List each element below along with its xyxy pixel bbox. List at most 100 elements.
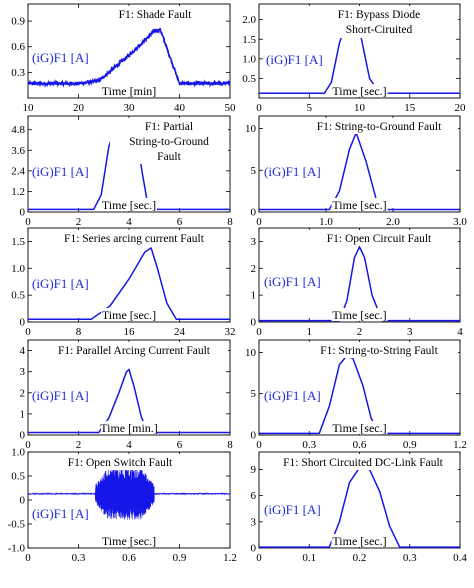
xlabel-backdrop bbox=[101, 84, 157, 97]
x-tick-label: 16 bbox=[124, 326, 136, 338]
x-tick-label: 0.6 bbox=[353, 439, 367, 451]
chart-title: String-to-Ground bbox=[129, 136, 209, 148]
chart-title: F1: Bypass Diode bbox=[338, 9, 420, 21]
x-tick-label: 32 bbox=[225, 326, 236, 338]
x-tick-label: 0 bbox=[256, 216, 262, 228]
title-backdrop bbox=[95, 6, 215, 22]
x-tick-label: 2 bbox=[357, 326, 363, 338]
chart-title: F1: Shade Fault bbox=[119, 9, 193, 21]
x-axis-label: Time [sec.] bbox=[332, 421, 386, 435]
series-line bbox=[259, 131, 460, 211]
xlabel-backdrop bbox=[331, 308, 388, 321]
y-axis-label: (iG)F1 [A] bbox=[32, 506, 89, 521]
x-tick-label: 0.9 bbox=[173, 552, 187, 564]
y-tick-label: 0 bbox=[251, 543, 257, 555]
y-tick-label: 3 bbox=[251, 236, 257, 248]
x-axis-label: Time [min] bbox=[102, 84, 157, 98]
x-tick-label: 15 bbox=[404, 102, 416, 114]
x-tick-label: 6 bbox=[177, 439, 183, 451]
y-tick-label: -1.0 bbox=[8, 543, 26, 555]
x-tick-label: 0 bbox=[256, 439, 262, 451]
y-tick-label: 1.0 bbox=[11, 263, 25, 275]
series-line bbox=[28, 467, 230, 520]
x-tick-label: 0.1 bbox=[302, 552, 316, 564]
y-tick-label: 0.5 bbox=[11, 290, 25, 302]
xlabel-backdrop bbox=[101, 308, 157, 321]
y-tick-label: 2.0 bbox=[242, 14, 256, 26]
x-tick-label: 10 bbox=[354, 102, 366, 114]
x-tick-label: 1 bbox=[307, 326, 313, 338]
y-tick-label: 10 bbox=[245, 123, 257, 135]
y-tick-label: 0.5 bbox=[11, 471, 25, 483]
y-tick-label: 2.4 bbox=[11, 165, 25, 177]
y-axis-label: (iG)F1 [A] bbox=[264, 164, 321, 179]
chart-panel-1: 10 20 30 40 50 0.3 0.6 0.9 F1: Shade Fault (iG)F1… bbox=[11, 3, 237, 114]
y-axis-label: (iG)F1 [A] bbox=[32, 276, 89, 291]
x-tick-label: 20 bbox=[455, 102, 467, 114]
y-tick-label: 1 bbox=[20, 408, 26, 420]
x-tick-label: 4 bbox=[126, 439, 132, 451]
chart-title: F1: Open Switch Fault bbox=[68, 457, 173, 469]
x-tick-label: 2 bbox=[76, 216, 82, 228]
y-tick-label: 6 bbox=[251, 490, 257, 502]
x-tick-label: 8 bbox=[76, 326, 82, 338]
x-tick-label: 6 bbox=[177, 216, 183, 228]
x-tick-label: 0.3 bbox=[302, 439, 316, 451]
x-tick-label: 4 bbox=[126, 216, 132, 228]
y-axis-label: (iG)F1 [A] bbox=[264, 388, 321, 403]
x-tick-label: 0.3 bbox=[72, 552, 86, 564]
chart-title: F1: String-to-Ground Fault bbox=[317, 121, 442, 133]
series-line bbox=[259, 355, 460, 435]
chart-panel-4: 0 1.0 2.0 3.0 0 5 10 F1: String-to-Ground Fault… bbox=[245, 115, 467, 228]
x-tick-label: 3.0 bbox=[453, 216, 467, 228]
x-axis-label: Time [sec.] bbox=[332, 198, 386, 212]
x-axis-label: Time [sec.] bbox=[102, 534, 156, 548]
y-tick-label: 2 bbox=[251, 263, 257, 275]
x-tick-label: 1.2 bbox=[223, 552, 237, 564]
y-tick-label: 0 bbox=[20, 430, 26, 442]
x-tick-label: 0.6 bbox=[122, 552, 136, 564]
x-tick-label: 24 bbox=[174, 326, 186, 338]
xlabel-backdrop bbox=[101, 421, 157, 434]
chart-title: F1: Partial bbox=[145, 121, 193, 133]
x-tick-label: 8 bbox=[227, 216, 233, 228]
y-tick-label: 1 bbox=[251, 290, 257, 302]
x-tick-label: 3 bbox=[407, 326, 413, 338]
title-backdrop bbox=[40, 454, 200, 470]
series-line bbox=[28, 28, 230, 88]
chart-panel-2: 0 5 10 15 20 0.5 1.0 1.5 2.0 F1: Bypass Diode Shor… bbox=[242, 3, 467, 114]
y-tick-label: 4.8 bbox=[11, 124, 25, 136]
x-axis-label: Time [sec.] bbox=[332, 84, 386, 98]
xlabel-backdrop bbox=[331, 421, 388, 434]
x-tick-label: 4 bbox=[457, 326, 463, 338]
xlabel-backdrop bbox=[101, 534, 157, 547]
y-tick-label: 3 bbox=[251, 516, 257, 528]
y-tick-label: 0 bbox=[251, 430, 257, 442]
y-tick-label: 10 bbox=[245, 347, 257, 359]
x-tick-label: 0.2 bbox=[353, 552, 367, 564]
chart-title: F1: Series arcing current Fault bbox=[64, 233, 205, 245]
x-tick-label: 0 bbox=[256, 326, 262, 338]
title-backdrop bbox=[40, 342, 228, 358]
y-axis-label: (iG)F1 [A] bbox=[264, 274, 321, 289]
x-tick-label: 0 bbox=[25, 216, 31, 228]
y-tick-label: -0.5 bbox=[8, 519, 26, 531]
y-tick-label: 1.2 bbox=[11, 186, 25, 198]
x-axis-label: Time [min.] bbox=[100, 421, 158, 435]
y-tick-label: 1.5 bbox=[242, 34, 256, 46]
y-tick-label: 1.5 bbox=[11, 236, 25, 248]
xlabel-backdrop bbox=[331, 84, 388, 97]
x-tick-label: 1.2 bbox=[453, 439, 467, 451]
chart-panel-7: 0 2 4 6 8 0 1 2 3 4 F1: Parallel Arcing Current Fa… bbox=[20, 339, 233, 451]
x-tick-label: 40 bbox=[174, 102, 186, 114]
chart-panel-3: 0 2 4 6 8 0 1.2 2.4 3.6 4.8 F1: Partial String-to-G… bbox=[11, 115, 233, 228]
x-tick-label: 1.0 bbox=[319, 216, 333, 228]
x-tick-label: 30 bbox=[124, 102, 136, 114]
x-tick-label: 0.9 bbox=[403, 439, 417, 451]
xlabel-backdrop bbox=[101, 198, 157, 211]
chart-title: F1: String-to-String Fault bbox=[320, 345, 438, 357]
y-tick-label: 0.9 bbox=[11, 16, 25, 28]
chart-title: Fault bbox=[157, 151, 181, 163]
x-tick-label: 50 bbox=[225, 102, 237, 114]
